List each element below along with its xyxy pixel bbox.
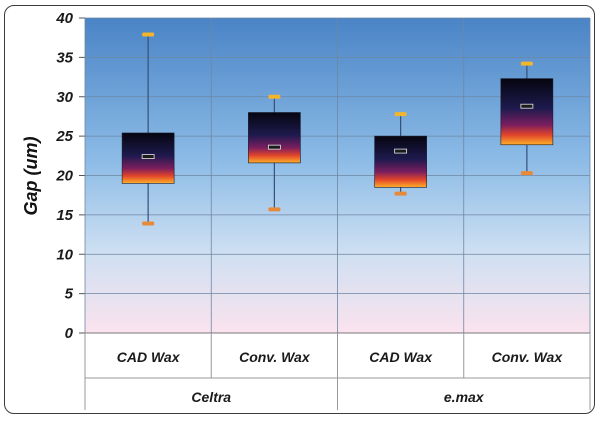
median-marker <box>520 103 534 109</box>
x-category-label: Conv. Wax <box>239 349 311 365</box>
box-1 <box>121 32 175 226</box>
min-marker <box>394 191 407 196</box>
y-tick-label: 0 <box>65 325 74 342</box>
min-marker <box>268 207 281 212</box>
y-tick-label: 5 <box>65 286 74 303</box>
x-category-labels: CAD Wax Conv. Wax CAD Wax Conv. Wax Celtra e.… <box>84 332 591 410</box>
max-marker <box>520 61 533 66</box>
box-3 <box>374 112 427 196</box>
box-iqr <box>374 135 427 188</box>
max-marker <box>394 112 407 117</box>
x-group-label: e.max <box>444 389 485 405</box>
min-marker <box>142 221 155 226</box>
y-tick-labels: 0 5 10 15 20 25 30 35 40 <box>55 10 73 342</box>
y-axis-title: Gap (um) <box>21 136 41 215</box>
min-marker <box>520 171 533 176</box>
y-tick-label: 30 <box>56 89 73 106</box>
x-category-label: Conv. Wax <box>492 349 564 365</box>
y-tick-label: 10 <box>56 246 73 263</box>
chart-frame: 0 5 10 15 20 25 30 35 40 CAD Wax Conv. Wax CAD Wax… <box>4 5 595 414</box>
box-iqr <box>500 78 554 146</box>
x-group-label: Celtra <box>191 389 231 405</box>
box-4 <box>500 61 554 176</box>
box-series <box>121 32 554 226</box>
x-category-label: CAD Wax <box>369 349 433 365</box>
max-marker <box>142 32 155 37</box>
median-marker <box>394 148 408 154</box>
box-iqr <box>248 112 301 164</box>
y-tick-label: 25 <box>55 128 73 145</box>
y-tick-label: 35 <box>56 49 73 66</box>
x-category-label: CAD Wax <box>117 349 181 365</box>
median-marker <box>267 144 281 150</box>
median-marker <box>141 154 155 160</box>
box-2 <box>248 94 301 212</box>
y-tick-label: 40 <box>55 10 73 27</box>
y-tick-label: 20 <box>55 168 73 185</box>
y-tick-label: 15 <box>56 207 73 224</box>
max-marker <box>268 94 281 99</box>
